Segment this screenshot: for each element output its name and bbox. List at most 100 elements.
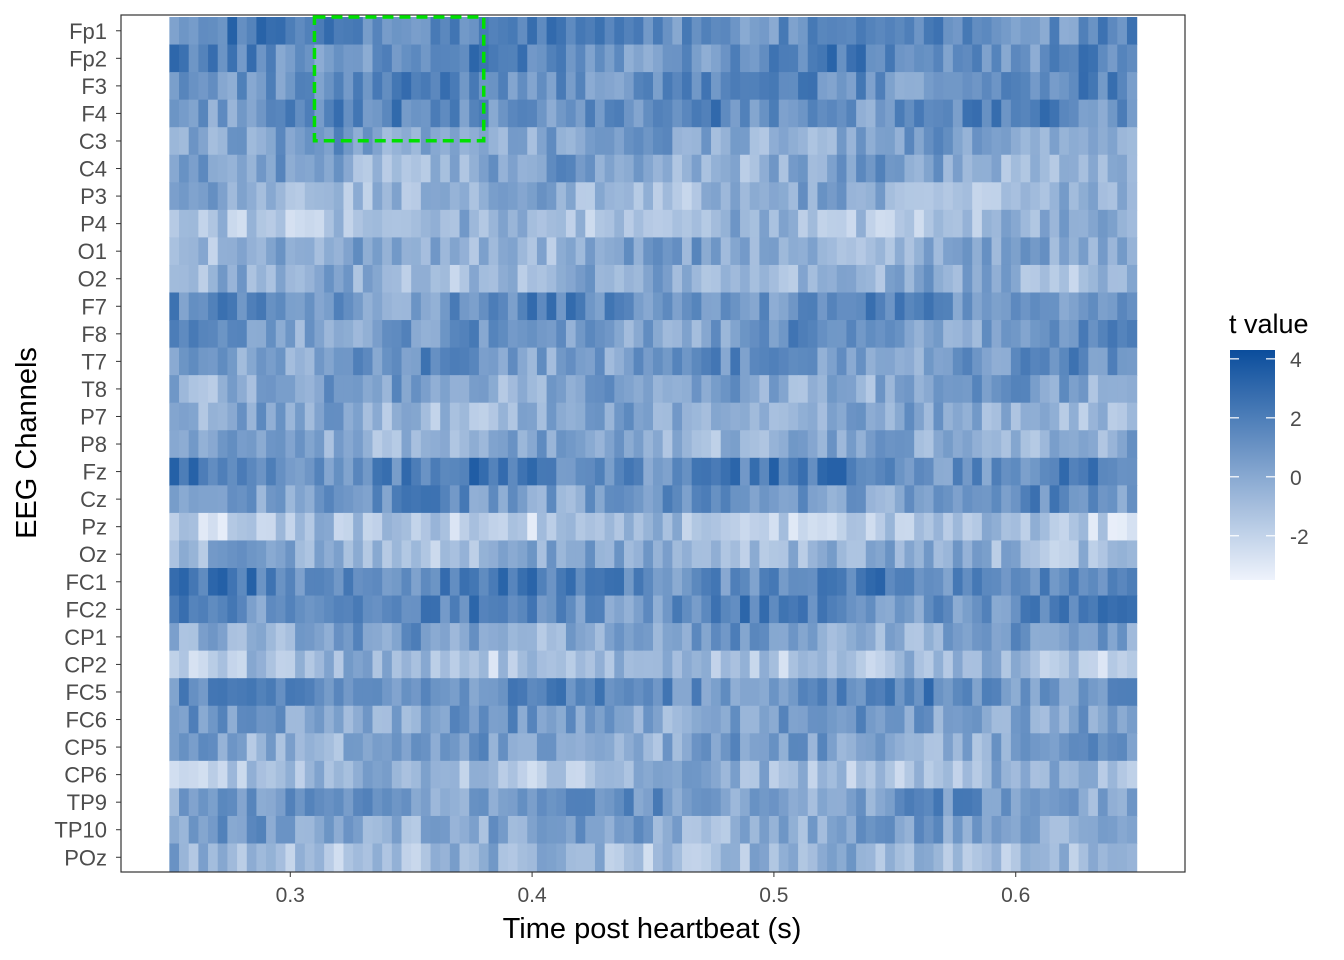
heatmap-cell — [1059, 375, 1070, 404]
heatmap-cell — [536, 72, 548, 101]
heatmap-cell — [701, 512, 712, 542]
heatmap-cell — [227, 209, 238, 238]
heatmap-cell — [730, 788, 741, 817]
heatmap-cell — [401, 237, 412, 266]
heatmap-cell — [208, 99, 219, 128]
heatmap-cell — [643, 512, 654, 542]
heatmap-cell — [401, 127, 412, 156]
heatmap-cell — [246, 457, 258, 486]
heatmap-cell — [227, 320, 238, 349]
heatmap-cell — [314, 292, 325, 321]
heatmap-cell — [420, 430, 432, 459]
heatmap-cell — [691, 815, 702, 845]
heatmap-cell — [740, 154, 751, 183]
heatmap-cell — [633, 457, 644, 486]
heatmap-cell — [237, 264, 248, 294]
heatmap-cell — [798, 788, 809, 817]
heatmap-cell — [846, 209, 857, 238]
heatmap-cell — [682, 154, 693, 183]
heatmap-cell — [333, 512, 345, 542]
heatmap-cell — [411, 733, 422, 762]
heatmap-cell — [179, 705, 190, 734]
heatmap-cell — [266, 485, 277, 514]
heatmap-cell — [701, 678, 712, 707]
heatmap-cell — [1126, 182, 1138, 211]
heatmap-cell — [962, 17, 973, 46]
heatmap-cell — [440, 595, 451, 624]
heatmap-cell — [1059, 237, 1070, 266]
heatmap-cell — [1078, 595, 1089, 624]
heatmap-cell — [459, 320, 470, 349]
heatmap-cell — [362, 154, 374, 183]
heatmap-cell — [691, 347, 702, 376]
heatmap-cell — [382, 72, 393, 101]
heatmap-cell — [1039, 457, 1051, 486]
heatmap-cell — [353, 182, 364, 211]
heatmap-cell — [1126, 17, 1138, 46]
heatmap-cell — [188, 815, 199, 845]
heatmap-cell — [865, 154, 877, 183]
heatmap-cell — [807, 347, 819, 376]
heatmap-cell — [981, 292, 993, 321]
heatmap-cell — [740, 623, 751, 652]
heatmap-cell — [875, 44, 886, 73]
heatmap-cell — [198, 347, 209, 376]
heatmap-cell — [391, 320, 403, 349]
heatmap-cell — [565, 788, 577, 817]
heatmap-cell — [972, 623, 983, 652]
heatmap-cell — [343, 17, 354, 46]
heatmap-cell — [981, 815, 993, 845]
heatmap-cell — [614, 843, 625, 872]
x-tick-label: 0.3 — [276, 884, 305, 907]
heatmap-cell — [749, 347, 760, 376]
heatmap-cell — [952, 375, 964, 404]
heatmap-cell — [1010, 320, 1022, 349]
heatmap-cell — [382, 733, 393, 762]
heatmap-cell — [923, 623, 935, 652]
heatmap-cell — [217, 568, 228, 597]
heatmap-cell — [237, 209, 248, 238]
heatmap-cell — [923, 402, 935, 431]
heatmap-cell — [295, 347, 306, 376]
heatmap-cell — [546, 320, 557, 349]
heatmap-cell — [817, 540, 828, 569]
heatmap-cell — [720, 788, 731, 817]
heatmap-cell — [788, 540, 799, 569]
heatmap-cell — [672, 705, 683, 734]
heatmap-cell — [1059, 733, 1070, 762]
heatmap-cell — [1001, 705, 1012, 734]
heatmap-cell — [498, 402, 509, 431]
heatmap-cell — [1059, 182, 1070, 211]
heatmap-cell — [836, 430, 848, 459]
heatmap-cell — [972, 127, 983, 156]
heatmap-cell — [914, 17, 925, 46]
heatmap-cell — [1097, 678, 1109, 707]
heatmap-cell — [730, 843, 741, 872]
heatmap-cell — [179, 347, 190, 376]
heatmap-cell — [614, 788, 625, 817]
heatmap-cell — [449, 623, 461, 652]
heatmap-cell — [227, 237, 238, 266]
heatmap-cell — [440, 17, 451, 46]
heatmap-cell — [875, 843, 886, 872]
heatmap-cell — [285, 485, 296, 514]
heatmap-cell — [1068, 457, 1080, 486]
heatmap-cell — [972, 347, 983, 376]
heatmap-cell — [469, 540, 480, 569]
heatmap-cell — [1030, 705, 1041, 734]
heatmap-cell — [391, 99, 403, 128]
heatmap-cell — [798, 154, 809, 183]
heatmap-cell — [691, 99, 702, 128]
heatmap-cell — [856, 815, 867, 845]
heatmap-cell — [952, 182, 964, 211]
heatmap-cell — [1059, 347, 1070, 376]
heatmap-cell — [991, 512, 1002, 542]
heatmap-cell — [701, 44, 712, 73]
heatmap-cell — [536, 485, 548, 514]
heatmap-cell — [991, 154, 1002, 183]
heatmap-cell — [449, 512, 461, 542]
heatmap-cell — [1049, 99, 1060, 128]
heatmap-cell — [856, 264, 867, 294]
heatmap-cell — [488, 237, 499, 266]
heatmap-cell — [778, 264, 790, 294]
